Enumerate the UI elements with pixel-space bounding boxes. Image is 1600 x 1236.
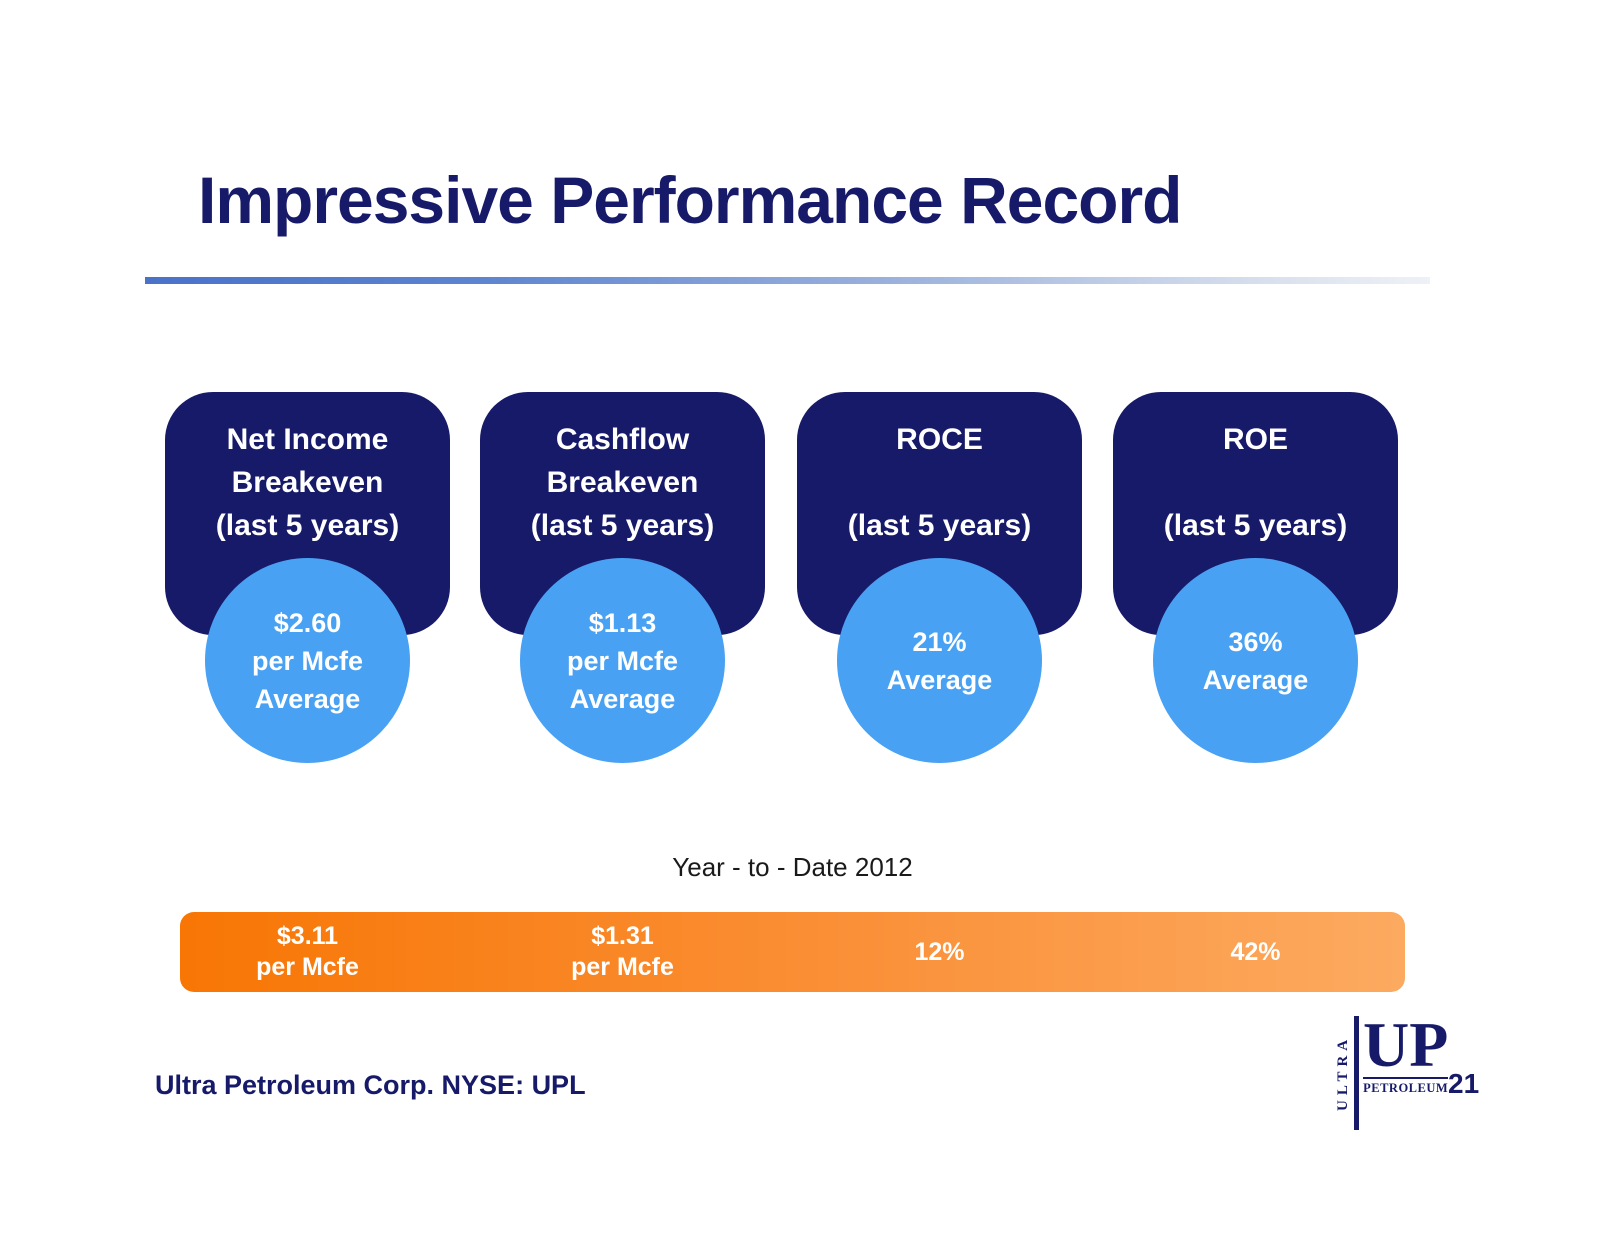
logo-ultra-text: ULTRA xyxy=(1335,1034,1351,1112)
company-logo: ULTRA UP PETROLEUM xyxy=(1335,1013,1448,1130)
ytd-value-cashflow: $1.31 per Mcfe xyxy=(480,912,765,992)
metric-header-line: Cashflow xyxy=(555,423,690,456)
ytd-value-line: $3.11 xyxy=(276,922,339,950)
ytd-value-line: 42% xyxy=(1230,937,1281,966)
metric-header-line: Net Income xyxy=(226,423,389,456)
metric-header-line: (last 5 years) xyxy=(1163,509,1348,542)
metric-header-line: ROE xyxy=(1222,423,1288,456)
metric-value-line: 36% xyxy=(1228,626,1283,657)
metric-value-line: Average xyxy=(569,683,676,714)
metric-header-line xyxy=(1113,461,1398,504)
metric-header-line: Breakeven xyxy=(546,466,699,499)
ytd-label: Year - to - Date 2012 xyxy=(672,852,913,882)
ytd-value-line: per Mcfe xyxy=(571,953,674,981)
metric-value-line: per Mcfe xyxy=(251,645,364,676)
ytd-value-roce: 12% xyxy=(797,912,1082,992)
ytd-value-line: $1.31 xyxy=(591,922,654,950)
metric-value-line: Average xyxy=(1202,664,1309,695)
company-footer: Ultra Petroleum Corp. NYSE: UPL xyxy=(155,1070,586,1100)
logo-petroleum-text: PETROLEUM xyxy=(1363,1076,1449,1096)
metric-value-circle: 36% Average xyxy=(1153,558,1358,763)
metric-header-line: (last 5 years) xyxy=(847,509,1032,542)
logo-up-text: UP xyxy=(1363,1009,1449,1080)
ytd-value-line: per Mcfe xyxy=(256,953,359,981)
metric-column-roe: ROE (last 5 years) 36% Average xyxy=(1113,392,1398,764)
metric-column-net-income-breakeven: Net Income Breakeven (last 5 years) $2.6… xyxy=(165,392,450,764)
metric-header-line: ROCE xyxy=(896,423,983,456)
metric-value-line: Average xyxy=(254,683,361,714)
metric-header-line: (last 5 years) xyxy=(530,509,715,542)
metric-value-line: $1.13 xyxy=(588,607,657,638)
title-divider xyxy=(145,277,1430,284)
metric-column-cashflow-breakeven: Cashflow Breakeven (last 5 years) $1.13 … xyxy=(480,392,765,764)
ytd-value-net-income: $3.11 per Mcfe xyxy=(165,912,450,992)
metric-value-line: Average xyxy=(886,664,993,695)
logo-main: UP PETROLEUM xyxy=(1354,1009,1449,1130)
metric-value-line: $2.60 xyxy=(273,607,342,638)
metric-header-line xyxy=(797,461,1082,504)
metric-value-line: per Mcfe xyxy=(566,645,679,676)
metric-value-circle: $1.13 per Mcfe Average xyxy=(520,558,725,763)
metric-header-line: (last 5 years) xyxy=(215,509,400,542)
metric-value-circle: 21% Average xyxy=(837,558,1042,763)
metric-value-line: 21% xyxy=(912,626,967,657)
ytd-value-line: 12% xyxy=(914,937,965,966)
ytd-bar xyxy=(180,912,1405,992)
slide-title: Impressive Performance Record xyxy=(198,163,1182,237)
metric-column-roce: ROCE (last 5 years) 21% Average xyxy=(797,392,1082,764)
ytd-value-roe: 42% xyxy=(1113,912,1398,992)
metric-header-box: ROCE (last 5 years) xyxy=(797,392,1082,635)
page-number: 21 xyxy=(1448,1068,1480,1099)
metric-header-line: Breakeven xyxy=(231,466,384,499)
metric-value-circle: $2.60 per Mcfe Average xyxy=(205,558,410,763)
